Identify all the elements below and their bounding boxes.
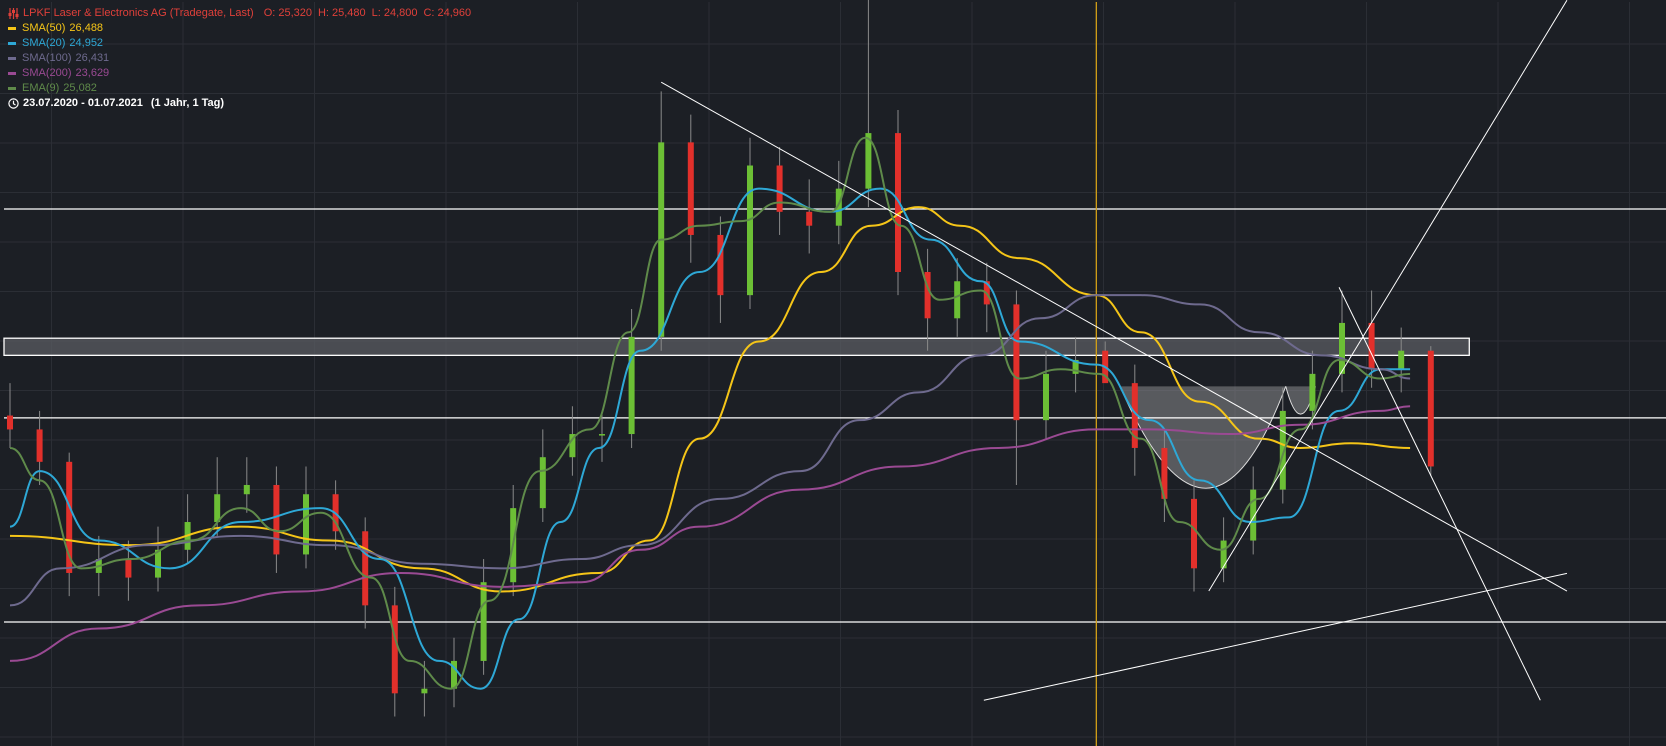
series-ema9 (9, 136, 1411, 690)
ohlc-value: 24,960 (437, 7, 472, 19)
indicator-label: SMA(200) (22, 67, 72, 79)
candlestick-settings-icon[interactable] (8, 8, 19, 19)
candle-down (7, 415, 13, 430)
candle-up (954, 281, 961, 319)
indicator-legend-item[interactable]: SMA(50) 26,488 (8, 21, 471, 36)
candle-down (66, 461, 73, 573)
candle-down (895, 133, 901, 272)
ohlc-o: O: (263, 7, 276, 19)
clock-icon (8, 98, 19, 109)
ohlc-value: 24,800 (383, 7, 418, 19)
candle-up (451, 660, 457, 689)
indicator-swatch (8, 27, 16, 30)
candle-up (243, 484, 250, 495)
trend-line (1338, 287, 1541, 701)
instrument-name: LPKF Laser & Electronics AG (Tradegate, … (23, 7, 254, 19)
indicator-value: 26,431 (75, 52, 110, 64)
candle-down (125, 559, 132, 578)
candle-down (1427, 350, 1434, 467)
chart-legend: LPKF Laser & Electronics AG (Tradegate, … (8, 6, 471, 111)
series-sma20 (9, 187, 1411, 690)
indicator-label: SMA(100) (22, 52, 72, 64)
candle-down (36, 429, 43, 462)
candle-up (599, 434, 605, 436)
candle-down (1191, 498, 1197, 569)
candle-up (835, 188, 842, 226)
candle-down (924, 271, 931, 319)
indicator-value: 24,952 (69, 37, 104, 49)
indicator-swatch (8, 57, 16, 60)
indicator-label: EMA(9) (22, 82, 60, 94)
candle-down (1131, 383, 1138, 448)
series-sma100 (9, 294, 1411, 607)
indicator-legend-item[interactable]: EMA(9) 25,082 (8, 81, 471, 96)
ohlc-value: 25,480 (331, 7, 366, 19)
trend-line (983, 572, 1568, 701)
series-sma50 (9, 206, 1411, 593)
candle-up (1279, 410, 1286, 490)
date-range-text: 23.07.2020 - 01.07.2021 (23, 97, 143, 109)
indicator-swatch (8, 72, 16, 75)
cup-outline (1119, 386, 1287, 489)
candle-down (806, 211, 813, 226)
candle-up (214, 494, 221, 523)
indicator-label: SMA(50) (22, 22, 66, 34)
candle-down (362, 531, 369, 606)
candle-up (480, 582, 487, 661)
trend-line (660, 81, 1568, 592)
indicator-value: 26,488 (69, 22, 104, 34)
ohlc-c: C: (423, 7, 435, 19)
candle-up (1250, 489, 1257, 541)
candle-down (391, 605, 398, 694)
candle-down (776, 165, 783, 212)
candle-down (1368, 322, 1375, 370)
candle-up (1072, 359, 1079, 374)
candle-down (1161, 447, 1168, 499)
candle-up (1398, 350, 1405, 370)
candle-down (687, 142, 694, 235)
resistance-zone (3, 337, 1470, 356)
indicator-legend-item[interactable]: SMA(200) 23,629 (8, 66, 471, 81)
candle-up (628, 336, 635, 435)
indicator-swatch (8, 42, 16, 45)
ohlc-l: L: (371, 7, 381, 19)
indicator-value: 23,629 (75, 67, 110, 79)
date-range: 23.07.2020 - 01.07.2021 (1 Jahr, 1 Tag) (8, 96, 471, 111)
candle-up (155, 549, 161, 578)
candle-up (1309, 373, 1316, 411)
candle-up (421, 688, 428, 694)
candle-down (717, 234, 724, 296)
indicator-legend-item[interactable]: SMA(100) 26,431 (8, 51, 471, 66)
ohlc-h: H: (317, 7, 329, 19)
candle-up (539, 457, 546, 509)
date-range-note: (1 Jahr, 1 Tag) (150, 97, 225, 109)
indicator-legend-item[interactable]: SMA(20) 24,952 (8, 36, 471, 51)
ohlc-values: O: 25,320 H: 25,480 L: 24,800 C: 24,960 (258, 6, 471, 21)
indicator-value: 25,082 (63, 82, 97, 94)
ohlc-value: 25,320 (278, 7, 312, 19)
candle-up (1339, 322, 1345, 374)
candle-up (747, 165, 753, 296)
series-sma200 (9, 405, 1411, 662)
candle-up (303, 494, 309, 555)
indicator-label: SMA(20) (22, 37, 66, 49)
candle-up (569, 434, 576, 458)
candle-up (1220, 540, 1227, 569)
cup-shape (1120, 386, 1286, 489)
indicator-swatch (8, 87, 16, 90)
candle-down (1013, 304, 1020, 421)
candle-down (273, 484, 280, 555)
candle-up (865, 133, 872, 189)
instrument-header: LPKF Laser & Electronics AG (Tradegate, … (8, 6, 471, 21)
candle-up (1043, 373, 1049, 421)
trend-line (1208, 0, 1568, 592)
